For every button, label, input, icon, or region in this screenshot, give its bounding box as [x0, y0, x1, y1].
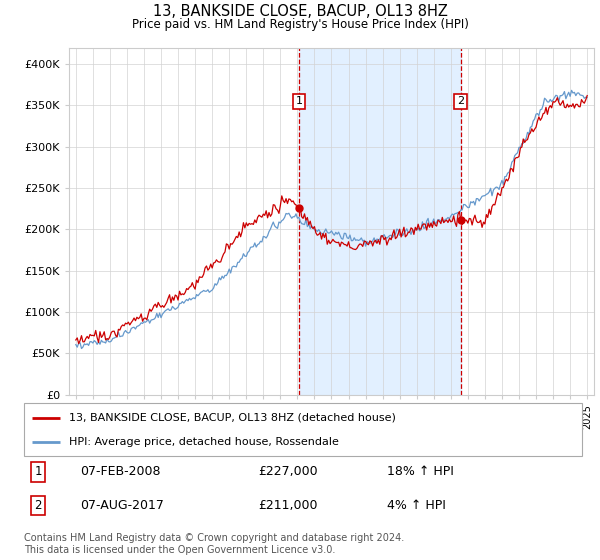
Text: 07-AUG-2017: 07-AUG-2017: [80, 499, 164, 512]
Text: Price paid vs. HM Land Registry's House Price Index (HPI): Price paid vs. HM Land Registry's House …: [131, 18, 469, 31]
Text: 1: 1: [295, 96, 302, 106]
Text: 1: 1: [34, 465, 42, 478]
Text: 07-FEB-2008: 07-FEB-2008: [80, 465, 160, 478]
Text: Contains HM Land Registry data © Crown copyright and database right 2024.
This d: Contains HM Land Registry data © Crown c…: [24, 533, 404, 555]
Text: 13, BANKSIDE CLOSE, BACUP, OL13 8HZ: 13, BANKSIDE CLOSE, BACUP, OL13 8HZ: [152, 4, 448, 19]
Text: £211,000: £211,000: [259, 499, 318, 512]
Text: 18% ↑ HPI: 18% ↑ HPI: [387, 465, 454, 478]
FancyBboxPatch shape: [24, 403, 582, 456]
Bar: [299, 48, 461, 395]
Text: 13, BANKSIDE CLOSE, BACUP, OL13 8HZ (detached house): 13, BANKSIDE CLOSE, BACUP, OL13 8HZ (det…: [68, 413, 395, 423]
Text: 2: 2: [34, 499, 42, 512]
Text: HPI: Average price, detached house, Rossendale: HPI: Average price, detached house, Ross…: [68, 437, 338, 447]
Text: 4% ↑ HPI: 4% ↑ HPI: [387, 499, 446, 512]
Text: £227,000: £227,000: [259, 465, 318, 478]
Text: 2: 2: [457, 96, 464, 106]
